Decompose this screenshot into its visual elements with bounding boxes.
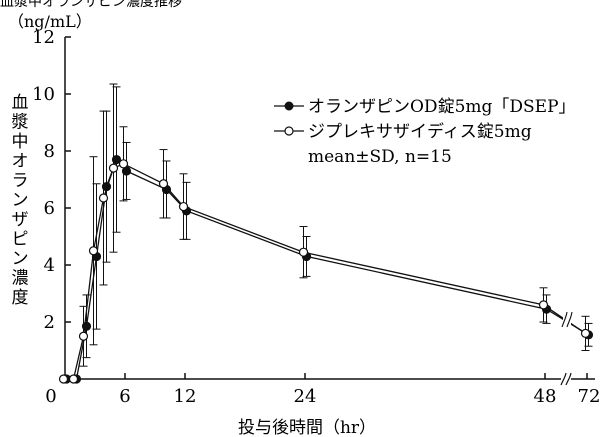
- point-dsep: [81, 321, 92, 331]
- legend-marker-open: [284, 126, 294, 136]
- y-axis-title-char: 漿: [12, 113, 29, 133]
- legend: オランザピンOD錠5mg「DSEP」 ジプレキサザイディス錠5mg mean±S…: [274, 97, 576, 167]
- point-dsep: [111, 154, 122, 165]
- legend-label-zyprexa: ジプレキサザイディス錠5mg: [308, 121, 532, 142]
- y-axis-title-char: 濃: [12, 269, 29, 289]
- series-line-dsep: [66, 158, 589, 380]
- point-dsep: [101, 182, 112, 192]
- series-line-zyprexa: [63, 163, 586, 380]
- legend-marker-filled: [284, 101, 294, 111]
- y-tick-label: 8: [44, 141, 55, 162]
- y-tick-label: 6: [44, 198, 55, 219]
- point-zyprexa: [538, 300, 549, 310]
- x-ticks: 0 6 12 24 48 72: [45, 373, 600, 407]
- x-tick-label: 24: [294, 386, 317, 407]
- y-axis-title-char: ン: [12, 249, 29, 269]
- y-axis-title: 血漿中オランザピン濃度: [12, 93, 29, 308]
- point-zyprexa: [178, 201, 189, 212]
- y-axis-title-char: 度: [12, 288, 29, 308]
- point-zyprexa: [580, 328, 591, 338]
- point-zyprexa: [68, 374, 79, 384]
- axes: [64, 37, 595, 380]
- point-zyprexa: [298, 247, 309, 257]
- y-tick-label: 12: [32, 27, 55, 48]
- y-ticks: 2 4 6 8 10 12: [32, 27, 71, 333]
- y-tick-label: 4: [44, 255, 55, 276]
- point-zyprexa: [118, 159, 129, 169]
- x-tick-label: 0: [45, 386, 56, 407]
- x-tick-label: 72: [578, 386, 601, 407]
- y-axis-title-char: 中: [12, 132, 29, 152]
- x-tick-label: 6: [119, 386, 130, 407]
- line-break-marker: [561, 311, 573, 328]
- y-tick-label: 10: [32, 84, 55, 105]
- point-zyprexa: [108, 163, 119, 173]
- point-zyprexa: [58, 374, 69, 384]
- x-axis-break-marker: [560, 372, 572, 386]
- data-points: [58, 154, 594, 384]
- legend-stats-note: mean±SD, n=15: [308, 147, 452, 167]
- x-axis-title: 投与後時間（hr）: [238, 418, 376, 437]
- point-zyprexa: [158, 179, 169, 189]
- y-axis-unit: （ng/mL）: [8, 12, 92, 31]
- point-zyprexa: [78, 331, 89, 341]
- y-axis-title-char: ザ: [12, 210, 29, 230]
- y-axis-title-char: ラ: [12, 171, 29, 191]
- y-axis-title-char: ン: [12, 191, 29, 211]
- point-zyprexa: [98, 193, 109, 203]
- x-tick-label: 48: [534, 386, 557, 407]
- point-zyprexa: [88, 246, 99, 256]
- y-axis-title-char: ピ: [12, 230, 29, 250]
- cropped-top-text: 血漿中オランザピン濃度推移: [0, 0, 182, 10]
- legend-label-dsep: オランザピンOD錠5mg「DSEP」: [308, 97, 576, 117]
- y-axis-title-char: 血: [12, 93, 29, 113]
- y-tick-label: 2: [44, 312, 55, 333]
- x-tick-label: 12: [174, 386, 197, 407]
- y-axis-title-char: オ: [12, 152, 29, 172]
- series-lines: [63, 158, 589, 380]
